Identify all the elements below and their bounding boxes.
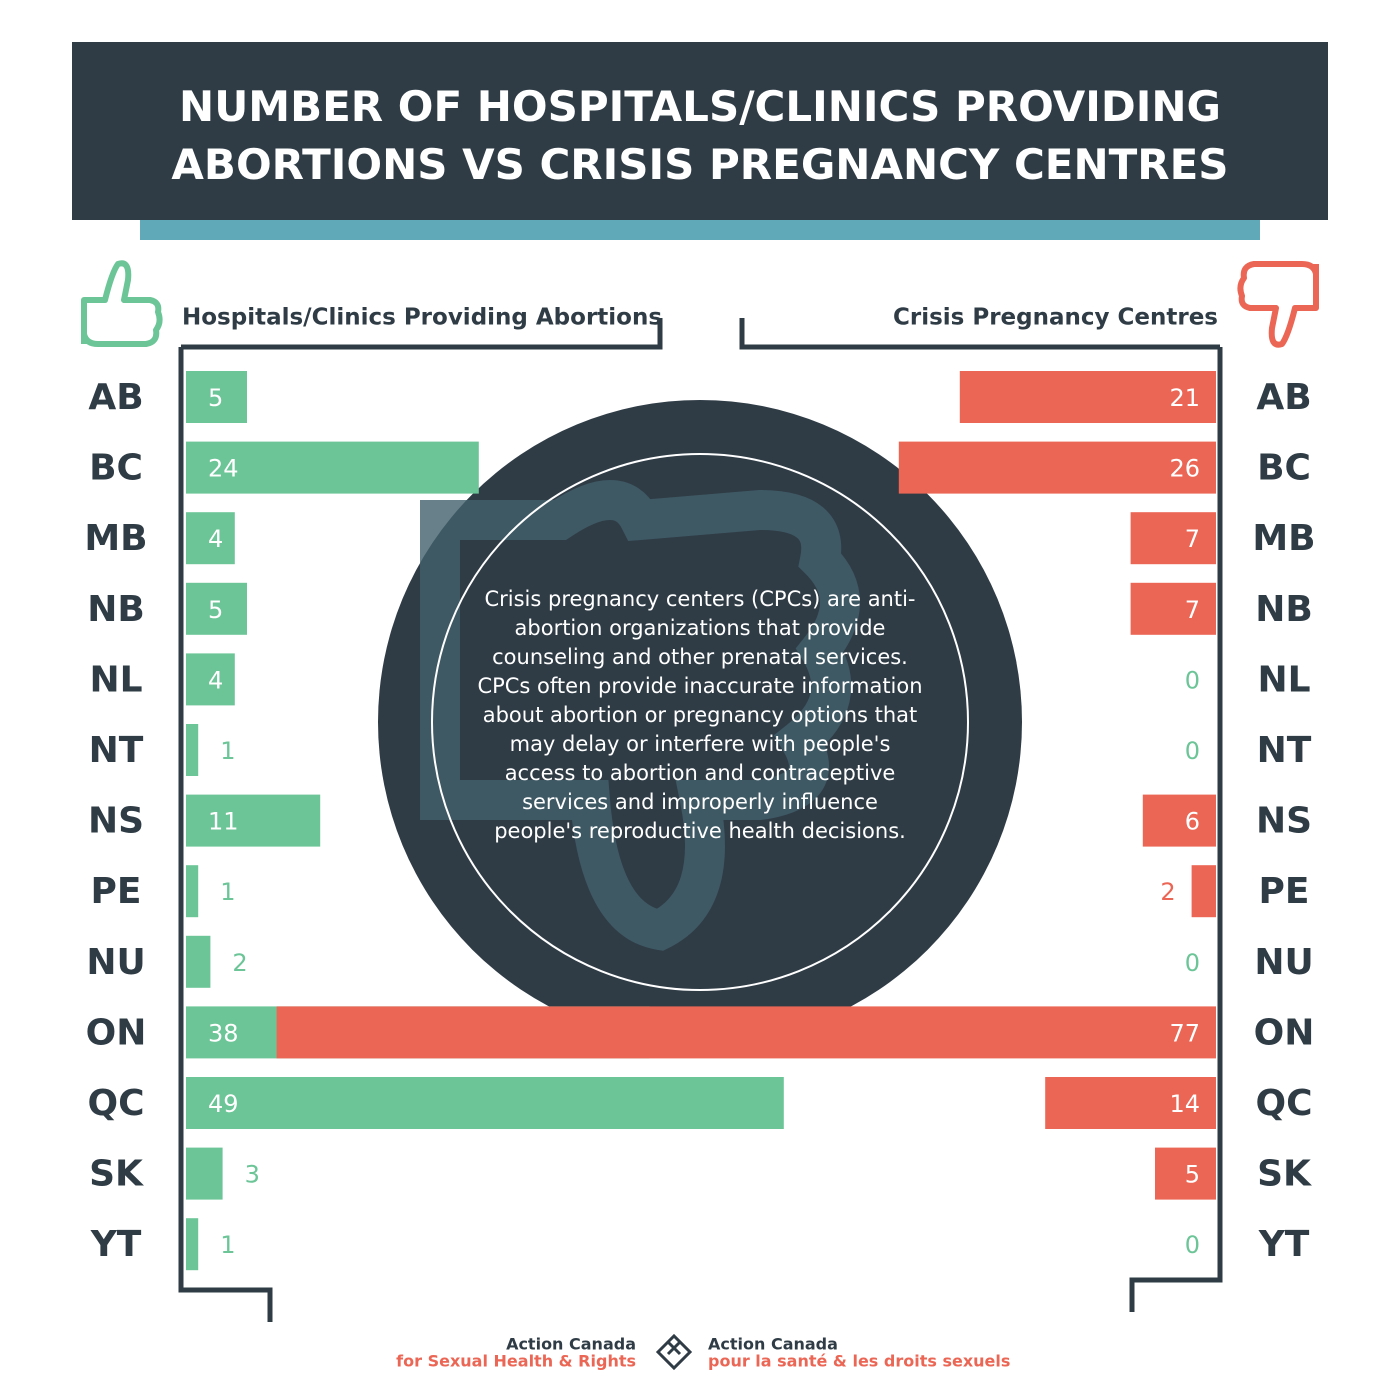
footer-org-fr: Action Canada xyxy=(708,1335,838,1354)
bar xyxy=(1130,512,1216,565)
value-label: 4 xyxy=(208,666,223,694)
value-label: 1 xyxy=(220,1231,235,1259)
value-label: 0 xyxy=(1185,666,1200,694)
bar xyxy=(186,1218,199,1271)
bar xyxy=(186,512,235,565)
bar xyxy=(186,582,247,635)
value-label: 4 xyxy=(208,525,223,553)
value-label: 1 xyxy=(220,737,235,765)
category-label-left: YT xyxy=(90,1224,142,1265)
category-label-right: BC xyxy=(1257,448,1311,489)
category-label-right: SK xyxy=(1257,1154,1312,1195)
title-banner xyxy=(72,42,1328,220)
category-label-right: NU xyxy=(1254,942,1313,983)
value-label: 11 xyxy=(208,808,239,836)
chart-title: NUMBER OF HOSPITALS/CLINICS PROVIDING AB… xyxy=(171,82,1229,189)
category-label-left: NT xyxy=(89,730,144,771)
bar xyxy=(1045,1077,1216,1129)
value-label: 5 xyxy=(208,384,223,412)
bar xyxy=(1155,1147,1216,1200)
bar xyxy=(898,441,1216,494)
bar xyxy=(276,1006,1217,1059)
value-label: 1 xyxy=(220,878,235,906)
bar xyxy=(186,441,479,494)
category-label-right: NS xyxy=(1256,801,1312,842)
category-label-left: NS xyxy=(88,801,144,842)
legend-left: Hospitals/Clinics Providing Abortions xyxy=(182,305,662,331)
category-label-right: AB xyxy=(1256,377,1311,418)
bar xyxy=(186,1147,223,1200)
footer-tag-en: for Sexual Health & Rights xyxy=(396,1352,636,1371)
value-label: 77 xyxy=(1169,1019,1200,1047)
value-label: 2 xyxy=(1160,878,1175,906)
category-label-left: AB xyxy=(88,377,143,418)
category-label-left: PE xyxy=(91,871,142,912)
annotation: Crisis pregnancy centers (CPCs) are anti… xyxy=(477,587,923,843)
category-label-left: SK xyxy=(89,1154,144,1195)
value-label: 26 xyxy=(1169,455,1200,483)
bar xyxy=(186,935,211,988)
footer-org-en: Action Canada xyxy=(506,1335,636,1354)
category-label-right: PE xyxy=(1259,871,1310,912)
category-label-right: MB xyxy=(1252,518,1315,559)
bar xyxy=(1191,865,1216,918)
category-label-left: NU xyxy=(86,942,145,983)
value-label: 0 xyxy=(1185,1231,1200,1259)
note-ring xyxy=(431,453,969,991)
bar xyxy=(186,865,199,918)
logo xyxy=(655,1333,693,1371)
category-label-left: ON xyxy=(86,1012,147,1053)
legend-right: Crisis Pregnancy Centres xyxy=(893,305,1218,331)
bar xyxy=(1142,794,1216,847)
value-label: 7 xyxy=(1185,525,1200,553)
category-label-left: MB xyxy=(84,518,147,559)
bar xyxy=(186,724,199,776)
value-label: 14 xyxy=(1169,1090,1200,1118)
note-circle xyxy=(378,400,1022,1044)
value-label: 0 xyxy=(1185,737,1200,765)
category-label-right: YT xyxy=(1258,1224,1310,1265)
category-label-right: QC xyxy=(1255,1083,1312,1124)
thumbs-up-icon xyxy=(81,260,163,347)
right-bracket xyxy=(739,318,1223,1312)
thumbs-down-icon xyxy=(1237,261,1319,348)
category-label-right: NB xyxy=(1255,589,1313,630)
bar xyxy=(1130,582,1216,635)
left-bracket xyxy=(178,318,663,1322)
value-label: 5 xyxy=(208,596,223,624)
logo-mark xyxy=(655,1333,693,1371)
thumb-watermark xyxy=(420,480,860,951)
category-label-right: NT xyxy=(1257,730,1312,771)
category-label-left: BC xyxy=(89,448,143,489)
value-label: 49 xyxy=(208,1090,239,1118)
value-label: 2 xyxy=(232,949,247,977)
bar xyxy=(186,653,235,706)
value-label: 7 xyxy=(1185,596,1200,624)
bar xyxy=(186,794,321,847)
value-label: 24 xyxy=(208,455,239,483)
value-label: 38 xyxy=(208,1019,239,1047)
bar xyxy=(186,1077,784,1129)
value-label: 5 xyxy=(1185,1161,1200,1189)
value-label: 3 xyxy=(245,1161,260,1189)
value-label: 21 xyxy=(1169,384,1200,412)
category-label-left: NL xyxy=(89,659,142,700)
category-label-left: NB xyxy=(87,589,145,630)
footer-tag-fr: pour la santé & les droits sexuels xyxy=(708,1352,1010,1371)
value-label: 0 xyxy=(1185,949,1200,977)
category-label-right: ON xyxy=(1254,1012,1315,1053)
bar xyxy=(959,371,1216,423)
category-label-right: NL xyxy=(1257,659,1310,700)
title-underline xyxy=(140,220,1260,240)
category-label-left: QC xyxy=(87,1083,144,1124)
bar xyxy=(186,371,247,423)
value-label: 6 xyxy=(1185,808,1200,836)
